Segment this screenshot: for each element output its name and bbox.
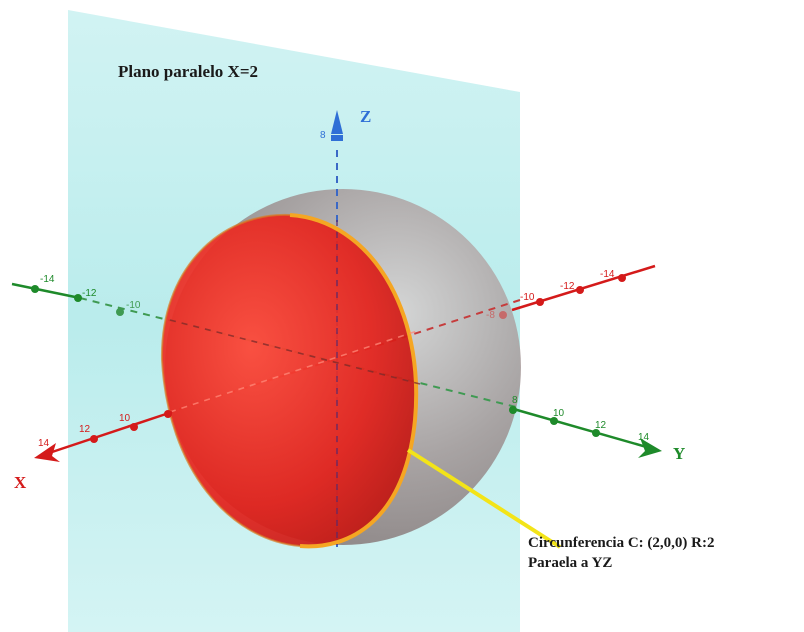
tick-x-14: 14 [38, 438, 50, 449]
z-arrow-icon [331, 110, 343, 134]
y-axis-label: Y [673, 444, 686, 463]
axis-x-positive [34, 410, 173, 462]
axes-over-disk [169, 220, 421, 545]
tick-x-neg-8: -8 [486, 310, 495, 321]
tick-y-8: 8 [512, 395, 518, 406]
tick-y-10: 10 [553, 408, 565, 419]
tick-x-12: 12 [79, 424, 91, 435]
tick-y-14: 14 [638, 432, 650, 443]
annotation-line-2: Paraela a YZ [528, 555, 613, 571]
tick-x-10: 10 [119, 413, 131, 424]
tick-y-12: 12 [595, 420, 607, 431]
axis-x-negative [499, 264, 656, 319]
y-arrow-icon [638, 438, 662, 458]
axis-y-positive [509, 406, 662, 458]
axis-y-negative [11, 282, 124, 316]
annotation-pointer [406, 448, 562, 549]
x-arrow-icon [34, 443, 60, 462]
tick-x-neg-14: -14 [600, 269, 615, 280]
tick-z-8: 8 [320, 130, 326, 141]
tick-labels: -14 -12 -10 8 10 12 14 14 12 10 -8 -10 -… [38, 130, 650, 449]
tick-y-neg-12: -12 [82, 288, 97, 299]
axis-z [331, 110, 343, 141]
circle-c-left-edge [160, 213, 301, 547]
tick-x-neg-12: -12 [560, 281, 575, 292]
z-axis-label: Z [360, 107, 372, 126]
disk-circle-c [161, 214, 417, 547]
circle-c-edge [289, 213, 419, 549]
tick-x-neg-10: -10 [520, 292, 535, 303]
x-axis-label: X [14, 473, 27, 492]
annotation-line-1: Circunferencia C: (2,0,0) R:2 [528, 535, 715, 551]
plane-title: Plano paralelo X=2 [118, 62, 259, 81]
tick-y-neg-14: -14 [40, 274, 55, 285]
circle-annotation: Circunferencia C: (2,0,0) R:2 Paraela a … [528, 533, 715, 573]
tick-y-neg-10: -10 [126, 300, 141, 311]
